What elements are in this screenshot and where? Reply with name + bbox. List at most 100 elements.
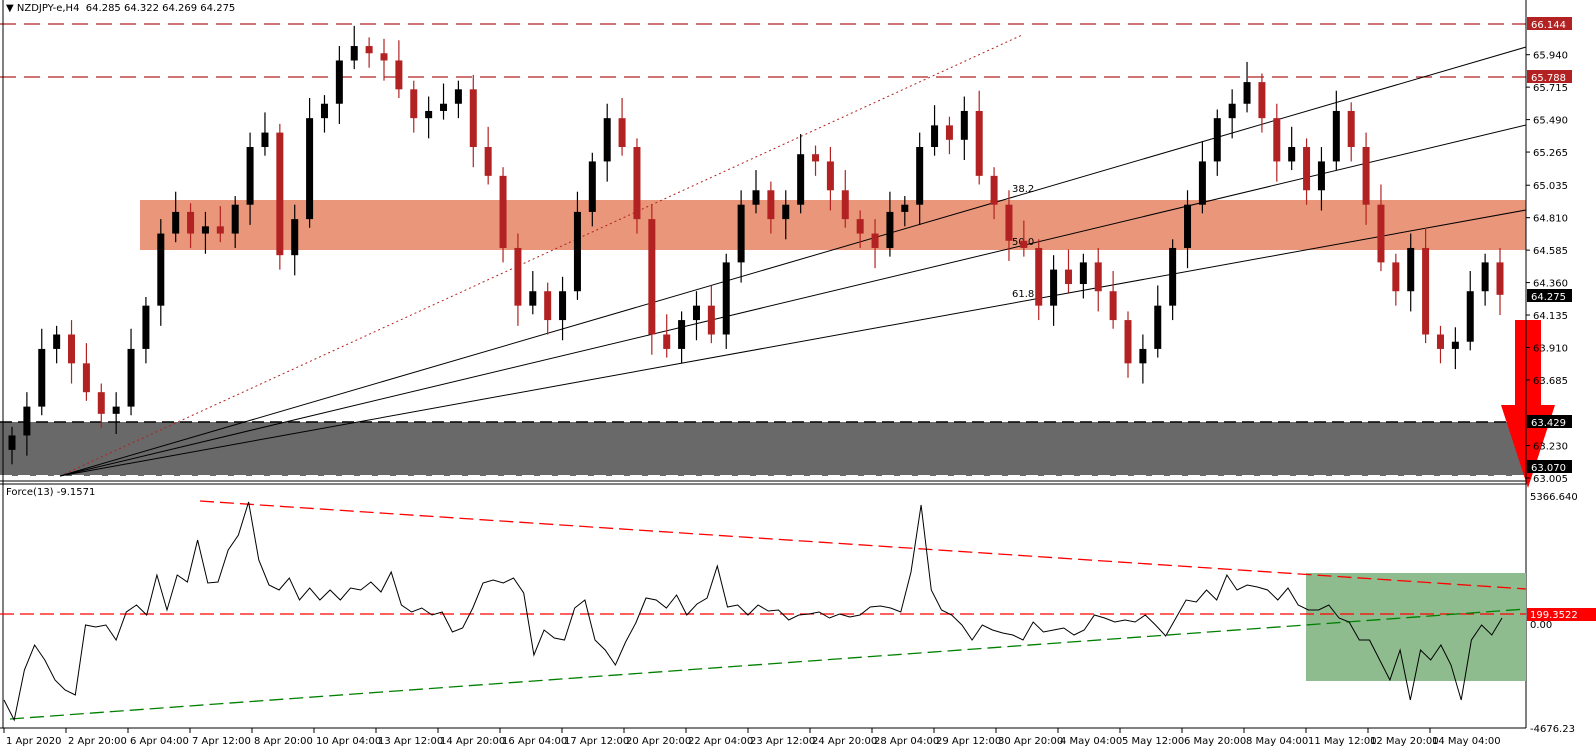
force-zero-label: 0.00 (1530, 620, 1552, 631)
force-axis-max: 5366.640 (1530, 492, 1578, 503)
candle-body (231, 204, 239, 234)
candle-body (454, 89, 462, 104)
candle-body (1050, 269, 1058, 306)
price-axis[interactable]: 65.940 65.715 65.490 65.265 65.035 64.810 64.5… (1526, 17, 1572, 485)
candle-body (365, 46, 373, 54)
candle-body (692, 305, 700, 321)
candle-body (1436, 334, 1444, 349)
time-tick-label: 8 May 04:00 (1246, 736, 1308, 747)
candle-body (931, 125, 939, 148)
time-axis[interactable]: 1 Apr 2020 2 Apr 20:00 6 Apr 04:00 7 Apr 12… (3, 728, 1501, 747)
price-badge (1527, 17, 1572, 30)
time-tick-label: 5 May 12:00 (1122, 736, 1184, 747)
candle-body (960, 110, 968, 140)
candle-body (291, 219, 299, 256)
force-level-label: 199.3522 (1530, 610, 1578, 621)
force-index-line (3, 501, 1503, 722)
header-dropdown-icon[interactable]: ▼ (6, 3, 14, 14)
fib-fan-618 (59, 209, 1527, 477)
price-tick-label: 64.810 (1533, 214, 1568, 225)
time-tick-label: 22 Apr 04:00 (688, 736, 753, 747)
candle-body (678, 320, 686, 349)
support-zone (0, 422, 1526, 476)
candle-body (663, 334, 671, 349)
price-badge-label: 63.429 (1531, 418, 1566, 429)
price-tick-label: 65.490 (1533, 116, 1568, 127)
candle-body (246, 147, 254, 205)
candle-body (1332, 110, 1340, 162)
candle-body (335, 60, 343, 104)
candle-body (425, 110, 433, 119)
candle-body (990, 175, 998, 205)
candle-body (722, 262, 730, 335)
candle-body (559, 291, 567, 321)
candle-body (1139, 348, 1147, 364)
candle-body (1273, 118, 1281, 162)
candle-body (1377, 204, 1385, 263)
time-tick-label: 17 Apr 12:00 (564, 736, 629, 747)
time-tick-label: 2 Apr 20:00 (68, 736, 127, 747)
candle-body (1169, 247, 1177, 306)
price-badge-label: 66.144 (1531, 20, 1566, 31)
candle-body (1020, 240, 1028, 248)
candle-body (916, 147, 924, 205)
candle-body (618, 118, 626, 148)
candle-body (157, 233, 165, 306)
candle-body (782, 204, 790, 220)
candle-body (797, 154, 805, 205)
price-tick-label: 63.005 (1533, 474, 1568, 485)
candle-body (648, 219, 656, 335)
candle-body (856, 219, 864, 234)
down-arrow-icon (1501, 320, 1555, 488)
price-tick-label: 63.910 (1533, 343, 1568, 354)
time-tick-label: 7 Apr 12:00 (192, 736, 251, 747)
candle-body (1466, 291, 1474, 342)
candle-body (544, 291, 552, 321)
candle-body (127, 348, 135, 407)
candle-body (1079, 262, 1087, 285)
candle-body (484, 147, 492, 176)
candle-body (1035, 247, 1043, 306)
candle-body (320, 103, 328, 119)
fib-fan-baseline (59, 34, 1023, 477)
candle-body (826, 161, 834, 191)
time-tick-label: 20 Apr 20:00 (626, 736, 691, 747)
candle-body (945, 125, 953, 140)
candle-body (871, 233, 879, 248)
price-badge (1527, 70, 1572, 83)
candle-body (1288, 147, 1296, 162)
resistance-zone (140, 200, 1526, 250)
time-tick-label: 14 Apr 20:00 (440, 736, 505, 747)
candle-body (499, 175, 507, 248)
time-tick-label: 23 Apr 12:00 (750, 736, 815, 747)
force-level-badge (1527, 608, 1596, 621)
candle-body (97, 392, 105, 414)
candlestick-series (8, 25, 1504, 465)
candle-body (201, 226, 209, 234)
candle-body (737, 204, 745, 263)
time-tick-label: 16 Apr 04:00 (502, 736, 567, 747)
candle-body (1481, 262, 1489, 292)
price-tick-label: 64.585 (1533, 246, 1568, 257)
candle-body (187, 211, 195, 234)
candle-body (633, 147, 641, 220)
candle-body (276, 132, 284, 256)
candle-body (901, 204, 909, 212)
fib-fan-382 (59, 46, 1527, 477)
candle-body (23, 406, 31, 436)
price-tick-label: 65.940 (1533, 51, 1568, 62)
candle-body (1154, 305, 1162, 349)
candle-body (603, 118, 611, 162)
candle-body (1124, 320, 1132, 364)
candle-body (216, 226, 224, 234)
price-tick-label: 64.135 (1533, 311, 1568, 322)
time-tick-label: 29 Apr 12:00 (936, 736, 1001, 747)
time-tick-label: 11 May 12:00 (1308, 736, 1377, 747)
candle-body (380, 53, 388, 61)
price-tick-label: 65.715 (1533, 83, 1568, 94)
candle-body (1243, 82, 1251, 104)
candle-body (1094, 262, 1102, 292)
candle-body (1198, 161, 1206, 205)
price-badge (1527, 289, 1572, 302)
